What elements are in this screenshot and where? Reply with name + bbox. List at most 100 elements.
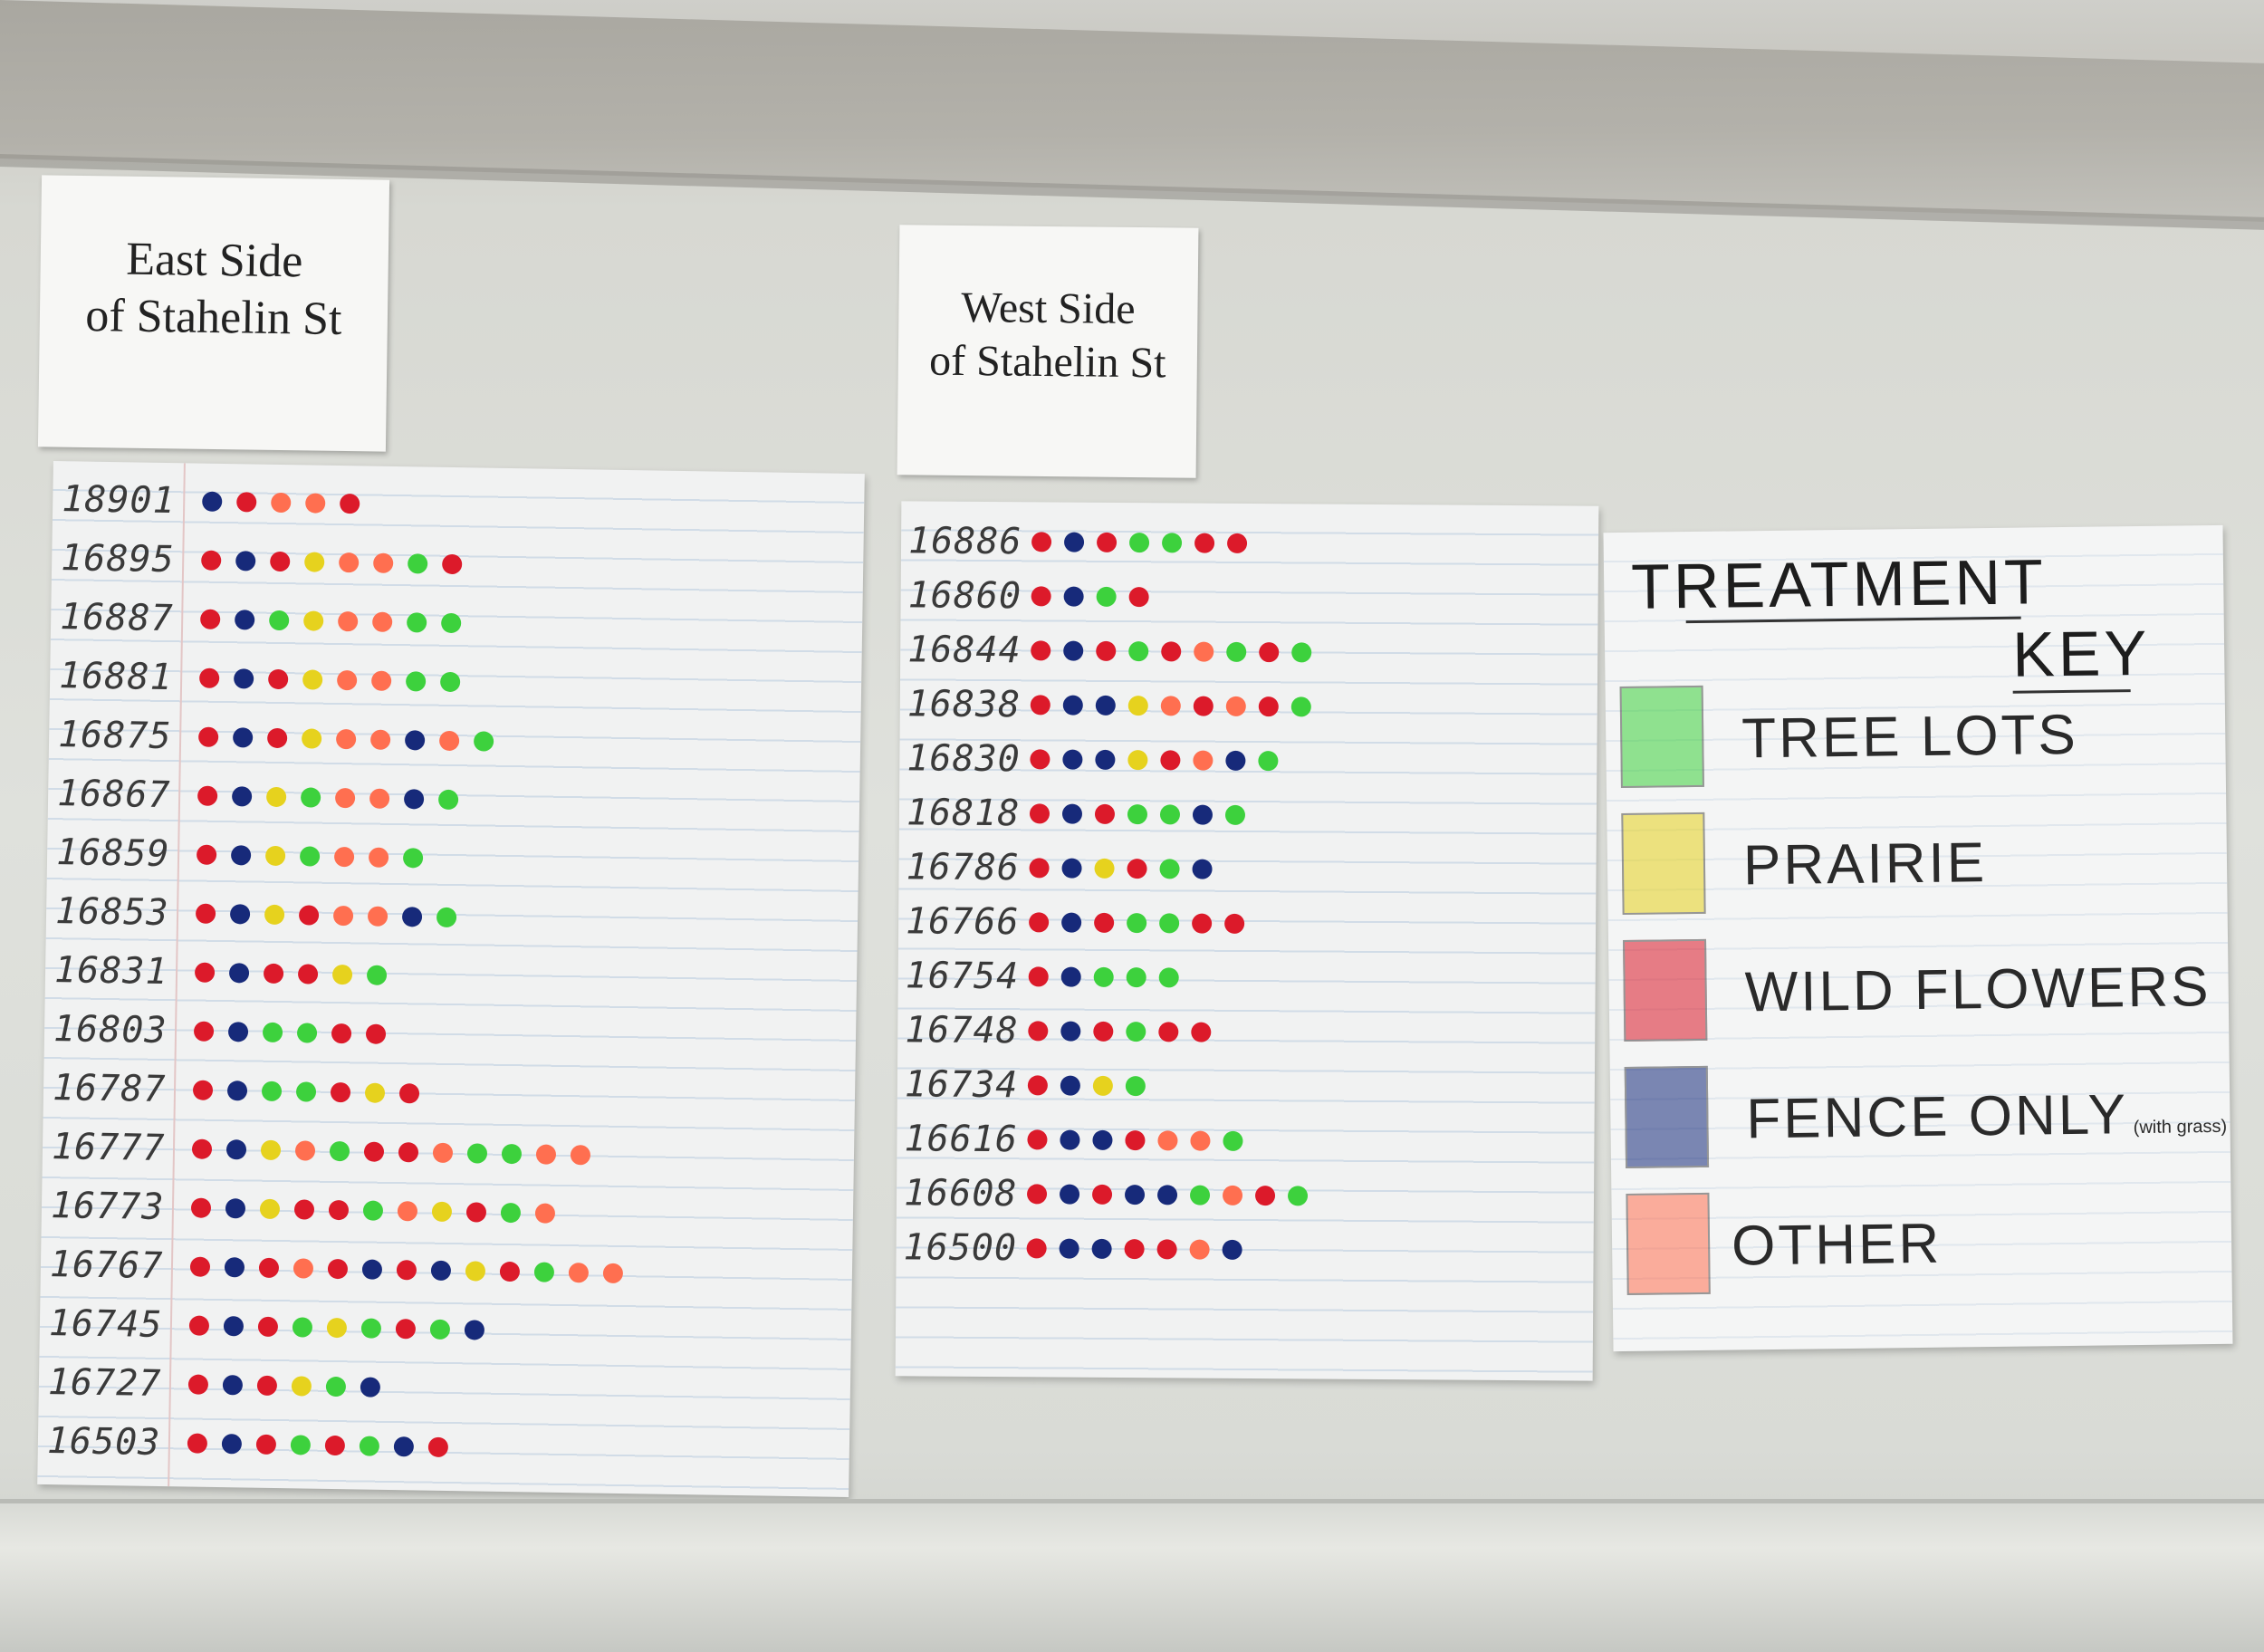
sticker-dot-wild-flowers bbox=[195, 903, 216, 924]
sticker-dot-wild-flowers bbox=[256, 1375, 278, 1397]
sticker-dot-fence-only bbox=[1092, 1129, 1113, 1150]
sticker-dot-other bbox=[368, 847, 389, 868]
address-number: 16503 bbox=[46, 1420, 161, 1465]
sticker-dot-other bbox=[1190, 1130, 1211, 1151]
key-label-other: OTHER bbox=[1732, 1212, 1943, 1279]
sticker-dot-tree-lots bbox=[329, 1140, 350, 1162]
address-number: 16818 bbox=[906, 792, 1021, 835]
address-number: 16745 bbox=[48, 1302, 163, 1347]
whiteboard-ledge-edge bbox=[0, 1499, 2264, 1504]
sticker-dot-wild-flowers bbox=[1125, 1130, 1146, 1151]
sticker-dot-wild-flowers bbox=[1091, 1184, 1113, 1205]
sticker-dot-wild-flowers bbox=[298, 905, 320, 926]
sticker-dot-fence-only bbox=[464, 1320, 485, 1340]
sticker-dot-prairie bbox=[264, 904, 285, 926]
sticker-dot-prairie bbox=[331, 964, 353, 985]
treatment-key-title-line2: KEY bbox=[2011, 617, 2151, 690]
sticker-dot-tree-lots bbox=[1093, 966, 1114, 987]
sticker-dot-fence-only bbox=[1059, 1238, 1079, 1259]
sticker-dot-tree-lots bbox=[1126, 967, 1146, 988]
sticker-dot-wild-flowers bbox=[1161, 641, 1182, 662]
address-number: 16787 bbox=[52, 1067, 167, 1111]
sticker-dot-fence-only bbox=[1156, 1185, 1178, 1205]
sticker-dot-other bbox=[338, 610, 359, 632]
address-row: 16766 bbox=[898, 894, 1596, 953]
sticker-dot-wild-flowers bbox=[1128, 587, 1149, 608]
sticker-dot-wild-flowers bbox=[499, 1261, 521, 1282]
sticker-dot-wild-flowers bbox=[1027, 1129, 1048, 1150]
sticker-dot-wild-flowers bbox=[1027, 1075, 1048, 1096]
sticker-dot-wild-flowers bbox=[197, 785, 218, 806]
sticker-dot-tree-lots bbox=[1159, 859, 1180, 879]
address-row: 16860 bbox=[900, 568, 1597, 627]
sticker-dot-fence-only bbox=[1124, 1185, 1146, 1205]
east-side-title-card: East Side of Stahelin St bbox=[37, 175, 390, 452]
sticker-dot-wild-flowers bbox=[1158, 1022, 1179, 1042]
sticker-dot-tree-lots bbox=[1159, 913, 1180, 934]
key-sticker-dot bbox=[1681, 944, 1700, 964]
sticker-dot-prairie bbox=[431, 1201, 453, 1223]
sticker-dot-wild-flowers bbox=[398, 1083, 420, 1104]
key-swatch-fence-only bbox=[1624, 1065, 1710, 1168]
sticker-dot-prairie bbox=[303, 610, 324, 631]
sticker-dot-other bbox=[432, 1142, 454, 1164]
sticker-dot-tree-lots bbox=[299, 846, 321, 867]
treatment-key-sheet: TREATMENT KEY TREE LOTS PRAIRIE WILD FLOWE… bbox=[1603, 524, 2233, 1352]
sticker-dot-fence-only bbox=[226, 1081, 248, 1101]
key-label-fence-only: FENCE ONLY (with grass) bbox=[1746, 1081, 2227, 1151]
sticker-dot-wild-flowers bbox=[330, 1081, 351, 1103]
sticker-dot-wild-flowers bbox=[293, 1199, 315, 1220]
west-side-title-card: West Side of Stahelin St bbox=[897, 225, 1199, 478]
sticker-dot-fence-only bbox=[1192, 859, 1213, 879]
key-label-note: (with grass) bbox=[2128, 1116, 2228, 1138]
sticker-dot-tree-lots bbox=[1125, 1076, 1146, 1097]
sticker-dot-tree-lots bbox=[1287, 1186, 1309, 1206]
sticker-dot-wild-flowers bbox=[200, 609, 221, 629]
treatment-key-title-line1: TREATMENT bbox=[1630, 546, 2048, 622]
address-number: 16777 bbox=[51, 1126, 166, 1170]
sticker-dot-tree-lots bbox=[429, 1319, 451, 1340]
west-side-title-line1: West Side bbox=[961, 283, 1136, 334]
sticker-dot-tree-lots bbox=[1127, 804, 1148, 825]
sticker-dot-tree-lots bbox=[359, 1436, 380, 1456]
sticker-dot-tree-lots bbox=[262, 1022, 283, 1043]
sticker-dot-fence-only bbox=[430, 1260, 452, 1282]
address-number: 16786 bbox=[906, 846, 1021, 889]
sticker-dot-wild-flowers bbox=[255, 1434, 277, 1455]
address-number: 16773 bbox=[50, 1185, 165, 1229]
sticker-dot-tree-lots bbox=[533, 1262, 555, 1282]
sticker-dot-wild-flowers bbox=[1094, 803, 1116, 824]
sticker-dot-wild-flowers bbox=[1030, 749, 1050, 770]
sticker-dot-tree-lots bbox=[501, 1143, 523, 1165]
sticker-dot-prairie bbox=[265, 786, 287, 808]
sticker-dot-wild-flowers bbox=[1127, 859, 1147, 879]
sticker-dot-fence-only bbox=[229, 904, 251, 925]
sticker-dot-tree-lots bbox=[500, 1202, 522, 1224]
sticker-dot-prairie bbox=[259, 1198, 281, 1220]
address-row: 16616 bbox=[897, 1111, 1594, 1170]
sticker-dot-fence-only bbox=[403, 789, 425, 810]
key-sticker-dot bbox=[1677, 690, 1696, 710]
sticker-dot-wild-flowers bbox=[395, 1319, 417, 1340]
address-row: 16748 bbox=[897, 1003, 1595, 1061]
sticker-dot-tree-lots bbox=[1223, 1130, 1243, 1151]
sticker-dot-fence-only bbox=[1095, 749, 1116, 770]
address-row: 16818 bbox=[899, 785, 1597, 844]
sticker-dot-other bbox=[372, 611, 393, 632]
sticker-dot-fence-only bbox=[1059, 1184, 1080, 1205]
sticker-dot-other bbox=[339, 552, 360, 573]
east-side-title-line2: of Stahelin St bbox=[84, 290, 342, 346]
sticker-dot-wild-flowers bbox=[257, 1316, 279, 1338]
west-side-title-line2: of Stahelin St bbox=[928, 336, 1166, 387]
key-label-text: OTHER bbox=[1731, 1212, 1943, 1278]
key-swatch-wild-flowers bbox=[1622, 938, 1708, 1042]
address-number: 16881 bbox=[58, 655, 173, 699]
sticker-dot-fence-only bbox=[1063, 586, 1084, 607]
sticker-dot-fence-only bbox=[1192, 804, 1214, 825]
sticker-dot-wild-flowers bbox=[1093, 1021, 1114, 1042]
sticker-dot-tree-lots bbox=[360, 1318, 382, 1339]
sticker-dot-other bbox=[1225, 696, 1246, 716]
sticker-dot-wild-flowers bbox=[1124, 1239, 1145, 1260]
sticker-dot-prairie bbox=[1127, 750, 1148, 771]
sticker-dot-wild-flowers bbox=[199, 668, 220, 688]
